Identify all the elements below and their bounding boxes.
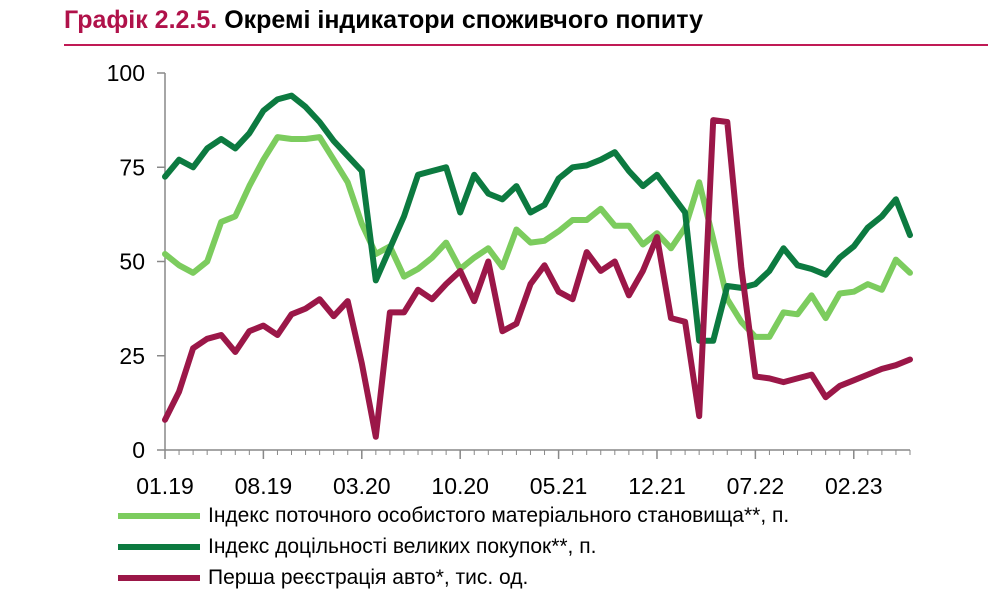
x-tick-label: 12.21 bbox=[628, 473, 686, 499]
y-tick-label: 0 bbox=[132, 437, 145, 463]
x-tick-label: 08.19 bbox=[235, 473, 293, 499]
y-tick-label: 50 bbox=[119, 249, 145, 275]
x-tick-label: 05.21 bbox=[530, 473, 588, 499]
legend-item: Індекс доцільності великих покупок**, п. bbox=[118, 531, 789, 562]
legend-label: Індекс поточного особистого матеріальног… bbox=[208, 503, 790, 527]
figure-title: Окремі індикатори споживчого попиту bbox=[224, 6, 703, 34]
x-tick-label: 07.22 bbox=[727, 473, 785, 499]
x-tick-label: 03.20 bbox=[333, 473, 391, 499]
y-tick-label: 75 bbox=[119, 154, 145, 180]
legend-swatch bbox=[118, 512, 200, 519]
x-tick-label: 01.19 bbox=[136, 473, 194, 499]
chart-axes: 0 25 50 75 100 01.19 08.19 03.20 10.20 05.21 12.21… bbox=[107, 60, 911, 499]
legend-item: Перша реєстрація авто*, тис. од. bbox=[118, 562, 789, 593]
chart-series bbox=[162, 92, 913, 440]
series-current-material-index bbox=[162, 134, 913, 340]
figure-number: Графік 2.2.5. bbox=[64, 6, 218, 34]
y-tick-label: 100 bbox=[107, 60, 145, 86]
series-car-registrations bbox=[162, 117, 913, 440]
legend-label: Перша реєстрація авто*, тис. од. bbox=[208, 565, 529, 589]
x-tick-label: 10.20 bbox=[431, 473, 489, 499]
chart-title: Графік 2.2.5. Окремі індикатори споживчо… bbox=[64, 6, 703, 35]
y-tick-label: 25 bbox=[119, 343, 145, 369]
x-tick-label: 02.23 bbox=[825, 473, 883, 499]
title-divider bbox=[64, 44, 988, 46]
legend-item: Індекс поточного особистого матеріальног… bbox=[118, 500, 789, 531]
legend-swatch bbox=[118, 574, 200, 581]
chart-legend: Індекс поточного особистого матеріальног… bbox=[118, 500, 789, 593]
legend-swatch bbox=[118, 543, 200, 550]
series-big-purchases-index bbox=[162, 92, 913, 344]
legend-label: Індекс доцільності великих покупок**, п. bbox=[208, 534, 597, 558]
